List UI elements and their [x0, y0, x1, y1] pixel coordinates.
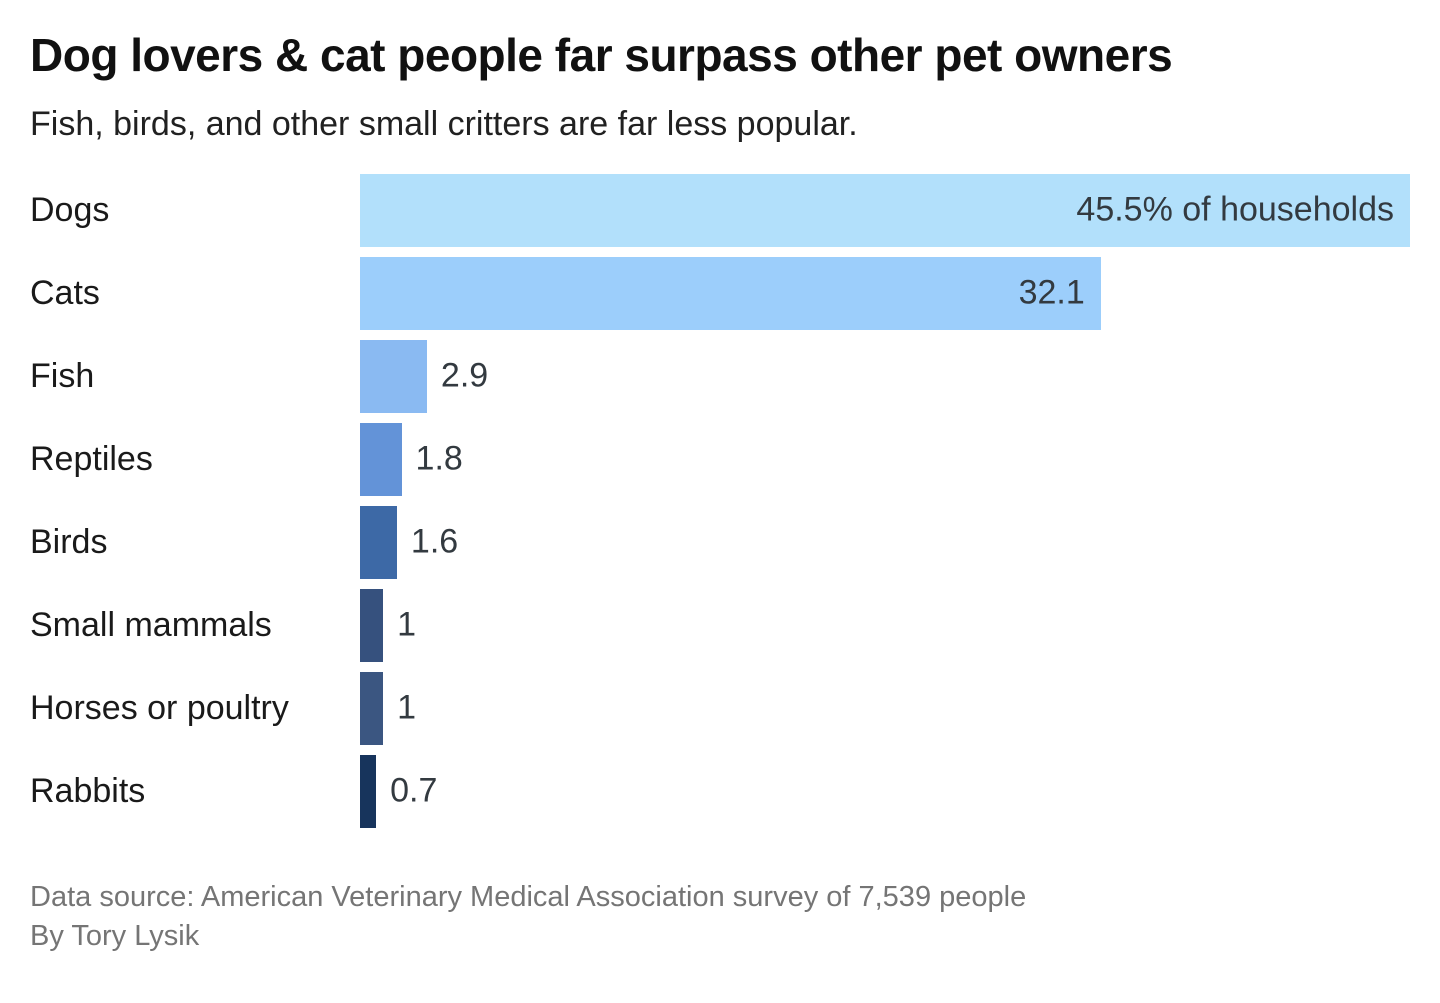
- value-label: 1.6: [410, 522, 459, 561]
- bar-track: 1: [360, 588, 1410, 662]
- category-label: Cats: [30, 273, 100, 312]
- bar: [360, 754, 377, 828]
- bar-track: 2.9: [360, 339, 1410, 413]
- category-label: Birds: [30, 522, 108, 561]
- category-label: Dogs: [30, 190, 110, 229]
- chart-row: Fish 2.9: [30, 339, 1410, 413]
- category-label: Fish: [30, 356, 95, 395]
- chart-row: Rabbits 0.7: [30, 754, 1410, 828]
- bar-track: 1: [360, 671, 1410, 745]
- bar-track: 0.7: [360, 754, 1410, 828]
- value-label: 1: [397, 605, 416, 644]
- bar-chart: Dogs 45.5% of households Cats 32.1 Fish 2.9 Re…: [30, 173, 1410, 828]
- value-label: 1.8: [415, 439, 463, 478]
- chart-row: Horses or poultry 1: [30, 671, 1410, 745]
- bar: [360, 339, 427, 413]
- data-source: Data source: American Veterinary Medical…: [30, 880, 1027, 913]
- chart-title: Dog lovers & cat people far surpass othe…: [30, 29, 1173, 81]
- value-label: 45.5% of households: [1076, 190, 1394, 229]
- byline: By Tory Lysik: [30, 919, 200, 952]
- category-label: Horses or poultry: [30, 688, 289, 727]
- value-label: 2.9: [440, 356, 489, 395]
- chart-row: Dogs 45.5% of households: [30, 173, 1410, 247]
- category-label: Rabbits: [30, 771, 146, 810]
- chart-row: Small mammals 1: [30, 588, 1410, 662]
- chart-row: Reptiles 1.8: [30, 422, 1410, 496]
- bar: [360, 505, 397, 579]
- bar: [360, 256, 1101, 330]
- value-label: 1: [397, 688, 416, 727]
- value-label: 32.1: [1018, 273, 1085, 312]
- chart-footer: Data source: American Veterinary Medical…: [30, 878, 1410, 956]
- chart-row: Cats 32.1: [30, 256, 1410, 330]
- bar: [360, 671, 384, 745]
- bar-track: 1.6: [360, 505, 1410, 579]
- bar: [360, 422, 402, 496]
- bar: [360, 588, 384, 662]
- chart-subtitle: Fish, birds, and other small critters ar…: [30, 105, 858, 144]
- category-label: Small mammals: [30, 605, 272, 644]
- bar-track: 32.1: [360, 256, 1410, 330]
- bar-track: 1.8: [360, 422, 1410, 496]
- chart-row: Birds 1.6: [30, 505, 1410, 579]
- bar-track: 45.5% of households: [360, 173, 1410, 247]
- bar: [360, 173, 1410, 247]
- value-label: 0.7: [390, 771, 438, 810]
- category-label: Reptiles: [30, 439, 153, 478]
